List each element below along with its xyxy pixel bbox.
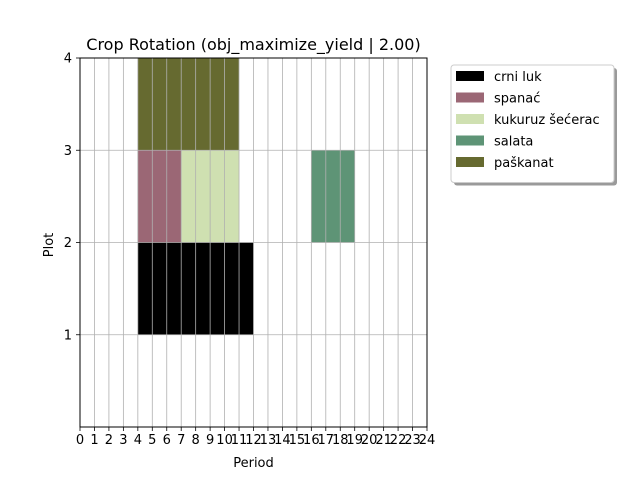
bar-crni-luk-0: [137, 242, 153, 335]
bar-paškanat-2: [166, 58, 182, 151]
x-tick-label: 16: [303, 433, 320, 448]
x-tick-label: 21: [375, 433, 392, 448]
bar-crni-luk-2: [166, 242, 182, 335]
bar-paškanat-0: [137, 58, 153, 151]
legend-label-spanać: spanać: [494, 92, 540, 107]
bar-crni-luk-7: [239, 242, 254, 335]
plot-area: 0 1 2 3 4 5 6 7 8 9 101112131415161718192021222324…: [64, 52, 436, 449]
x-tick-label: 9: [206, 433, 214, 448]
bar-crni-luk-4: [195, 242, 211, 335]
legend-label-kukuruz-šećerac: kukuruz šećerac: [494, 113, 600, 128]
y-tick-label: 3: [64, 144, 72, 159]
bar-crni-luk-3: [181, 242, 196, 335]
x-tick-label: 8: [192, 433, 200, 448]
legend-swatch-salata: [456, 135, 484, 146]
y-tick-label: 2: [64, 236, 72, 251]
x-tick-label: 4: [134, 433, 142, 448]
x-tick-label: 22: [390, 433, 407, 448]
bar-paškanat-3: [181, 58, 196, 151]
x-tick-label: 18: [332, 433, 349, 448]
legend-label-salata: salata: [494, 135, 533, 150]
x-tick-label: 19: [346, 433, 363, 448]
y-tick-label: 4: [64, 52, 72, 67]
x-tick-label: 7: [177, 433, 185, 448]
legend-label-paškanat: paškanat: [494, 156, 554, 171]
legend: crni luk spanać kukuruz šećerac salata paška…: [450, 64, 617, 186]
bar-kukuruz-šećerac-3: [224, 150, 240, 243]
x-tick-label: 1: [90, 433, 98, 448]
legend-swatch-spanać: [456, 92, 484, 103]
bar-crni-luk-1: [152, 242, 167, 335]
x-tick-label: 2: [105, 433, 113, 448]
bar-paškanat-5: [210, 58, 225, 151]
bar-spanać-2: [166, 150, 182, 243]
x-tick-label: 5: [148, 433, 156, 448]
bar-salata-2: [340, 150, 355, 243]
bar-salata-0: [311, 150, 326, 243]
x-tick-label: 23: [404, 433, 421, 448]
bar-crni-luk-5: [210, 242, 225, 335]
x-tick-label: 12: [245, 433, 262, 448]
bar-paškanat-4: [195, 58, 211, 151]
x-tick-label: 6: [163, 433, 171, 448]
y-axis-label: Plot: [42, 233, 57, 258]
bar-paškanat-6: [224, 58, 240, 151]
legend-swatch-kukuruz-šećerac: [456, 114, 484, 124]
legend-label-crni-luk: crni luk: [494, 70, 542, 85]
x-tick-label: 3: [119, 433, 127, 448]
x-tick-label: 14: [274, 433, 291, 448]
x-tick-label: 11: [231, 433, 248, 448]
x-tick-label: 20: [361, 433, 378, 448]
chart-title: Crop Rotation (obj_maximize_yield | 2.00…: [86, 35, 420, 55]
bar-paškanat-1: [152, 58, 167, 151]
bar-kukuruz-šećerac-2: [210, 150, 225, 243]
bar-spanać-1: [152, 150, 167, 243]
x-axis-label: Period: [233, 456, 274, 471]
legend-box: [450, 64, 615, 183]
x-tick-label: 10: [216, 433, 233, 448]
x-tick-label: 17: [318, 433, 335, 448]
bar-spanać-0: [137, 150, 153, 243]
x-tick-label: 24: [419, 433, 436, 448]
bar-crni-luk-6: [224, 242, 240, 335]
x-tick-label: 15: [289, 433, 306, 448]
legend-swatch-crni-luk: [456, 71, 484, 81]
x-tick-label: 13: [260, 433, 277, 448]
legend-swatch-paškanat: [456, 157, 484, 167]
bar-kukuruz-šećerac-0: [181, 150, 196, 243]
bar-salata-1: [325, 150, 341, 243]
x-tick-label: 0: [76, 433, 84, 448]
y-tick-label: 1: [64, 328, 72, 343]
bar-kukuruz-šećerac-1: [195, 150, 211, 243]
